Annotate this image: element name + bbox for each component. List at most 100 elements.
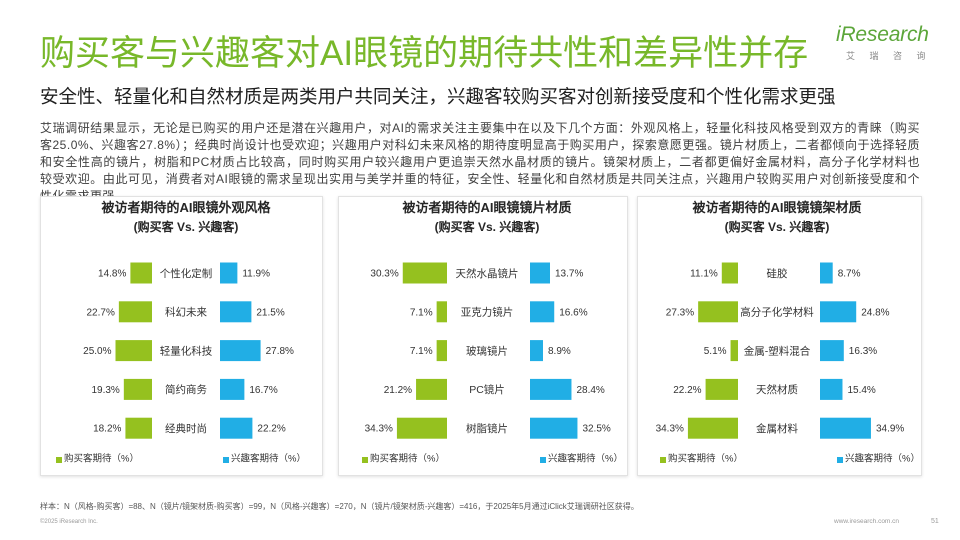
bar-interest [820, 340, 844, 362]
bar-buy [730, 340, 738, 362]
chart-row: PC镜片 21.2% 28.4% [384, 378, 605, 400]
value-label-buy: 11.1% [690, 269, 718, 280]
bar-interest [220, 378, 245, 400]
legend-swatch [362, 457, 368, 463]
chart-row: 简约商务 19.3% 16.7% [91, 378, 278, 400]
value-label-buy: 22.7% [86, 307, 114, 318]
bar-interest [220, 417, 253, 439]
copyright: ©2025 iResearch Inc. [40, 519, 98, 525]
summary-paragraph: 艾瑞调研结果显示，无论是已购买的用户还是潜在兴趣用户，对AI的需求关注主要集中在… [40, 121, 920, 203]
bar-buy [436, 340, 447, 362]
chart-panel-lens-material: 被访者期待的AI眼镜镜片材质 (购买客 Vs. 兴趣客) 天然水晶镜片 30.3% 13… [338, 196, 628, 476]
legend-label: 兴趣客期待（%） [548, 453, 623, 465]
chart-row: 经典时尚 18.2% 22.2% [93, 417, 286, 439]
category-label: 玻璃镜片 [466, 344, 508, 357]
value-label-buy: 34.3% [365, 424, 393, 435]
chart-row: 轻量化科技 25.0% 27.8% [83, 340, 294, 362]
value-label-buy: 14.8% [98, 269, 126, 280]
category-label: 简约商务 [165, 383, 207, 396]
legend-swatch [540, 457, 546, 463]
value-label-buy: 30.3% [370, 269, 398, 280]
bar-buy [396, 417, 447, 439]
chart-title: 被访者期待的AI眼镜外观风格 [100, 200, 271, 215]
bar-interest [820, 417, 871, 439]
bar-buy [436, 301, 447, 323]
bar-interest [530, 417, 578, 439]
value-label-buy: 25.0% [83, 346, 111, 357]
page-number: 51 [931, 518, 939, 525]
bar-interest [220, 262, 238, 284]
legend-swatch [223, 457, 229, 463]
logo-brand: iResearch [836, 23, 929, 46]
bar-buy [721, 262, 738, 284]
value-label-interest: 16.3% [849, 346, 877, 357]
value-label-buy: 19.3% [91, 385, 119, 396]
bar-interest [820, 262, 833, 284]
website: www.iresearch.com.cn [834, 518, 900, 525]
value-label-buy: 21.2% [384, 385, 412, 396]
category-label: 金属材料 [756, 422, 798, 435]
legend-buy: 购买客期待（%） [660, 453, 743, 465]
bar-interest [530, 301, 555, 323]
legend-swatch [56, 457, 62, 463]
value-label-interest: 8.9% [548, 346, 571, 357]
chart-lens-material: 被访者期待的AI眼镜镜片材质 (购买客 Vs. 兴趣客) 天然水晶镜片 30.3% 13… [362, 200, 623, 465]
value-label-interest: 27.8% [266, 346, 294, 357]
value-label-interest: 34.9% [876, 424, 904, 435]
chart-subtitle: (购买客 Vs. 兴趣客) [435, 219, 540, 234]
category-label: 硅胶 [767, 267, 788, 280]
legend-swatch [837, 457, 843, 463]
bar-interest [820, 301, 857, 323]
chart-subtitle: (购买客 Vs. 兴趣客) [725, 219, 830, 234]
bar-buy [130, 262, 152, 284]
chart-row: 金属材料 34.3% 34.9% [656, 417, 904, 439]
value-label-buy: 7.1% [410, 307, 433, 318]
value-label-interest: 24.8% [861, 307, 889, 318]
bar-interest [220, 340, 261, 362]
bar-buy [125, 417, 152, 439]
value-label-interest: 16.6% [559, 307, 587, 318]
chart-row: 天然水晶镜片 30.3% 13.7% [370, 262, 583, 284]
iresearch-logo: iResearch 艾 瑞 咨 询 [836, 22, 940, 62]
bar-interest [530, 340, 543, 362]
value-label-interest: 16.7% [249, 385, 277, 396]
logo-brand-cn: 艾 瑞 咨 询 [846, 51, 932, 61]
page-subtitle: 安全性、轻量化和自然材质是两类用户共同关注，兴趣客较购买客对创新接受度和个性化需… [40, 86, 836, 107]
bar-buy [687, 417, 738, 439]
category-label: 轻量化科技 [160, 344, 213, 357]
category-label: 天然材质 [756, 383, 798, 396]
value-label-interest: 13.7% [555, 269, 583, 280]
legend-label: 购买客期待（%） [668, 453, 743, 465]
category-label: 树脂镜片 [466, 422, 508, 435]
bar-buy [402, 262, 447, 284]
category-label: 金属-塑料混合 [744, 344, 811, 357]
category-label: PC镜片 [469, 383, 505, 396]
page-title: 购买客与兴趣客对AI眼镜的期待共性和差异性并存 [40, 34, 809, 73]
value-label-buy: 7.1% [410, 346, 433, 357]
value-label-interest: 8.7% [838, 269, 861, 280]
chart-title: 被访者期待的AI眼镜镜架材质 [691, 200, 861, 215]
chart-row: 树脂镜片 34.3% 32.5% [365, 417, 611, 439]
bar-buy [115, 340, 152, 362]
legend-label: 购买客期待（%） [370, 453, 445, 465]
value-label-buy: 22.2% [673, 385, 701, 396]
chart-appearance-style: 被访者期待的AI眼镜外观风格 (购买客 Vs. 兴趣客) 个性化定制 14.8% 11.… [56, 200, 306, 465]
legend-label: 兴趣客期待（%） [231, 453, 306, 465]
chart-row: 科幻未来 22.7% 21.5% [86, 301, 285, 323]
chart-panel-frame-material: 被访者期待的AI眼镜镜架材质 (购买客 Vs. 兴趣客) 硅胶 11.1% 8.7% 高分… [637, 196, 922, 476]
sample-note: 样本：N（风格-购买客）=88、N（镜片/镜架材质-购买客）=99，N（风格-兴… [40, 502, 639, 511]
chart-row: 金属-塑料混合 5.1% 16.3% [704, 340, 877, 362]
value-label-buy: 34.3% [656, 424, 684, 435]
value-label-interest: 11.9% [242, 269, 270, 280]
chart-row: 硅胶 11.1% 8.7% [690, 262, 861, 284]
category-label: 亚克力镜片 [461, 306, 514, 319]
category-label: 个性化定制 [160, 267, 213, 280]
legend-interest: 兴趣客期待（%） [540, 453, 623, 465]
value-label-interest: 15.4% [847, 385, 875, 396]
category-label: 科幻未来 [165, 306, 207, 319]
legend-buy: 购买客期待（%） [56, 453, 139, 465]
legend-swatch [660, 457, 666, 463]
chart-row: 亚克力镜片 7.1% 16.6% [410, 301, 588, 323]
category-label: 天然水晶镜片 [456, 267, 519, 280]
